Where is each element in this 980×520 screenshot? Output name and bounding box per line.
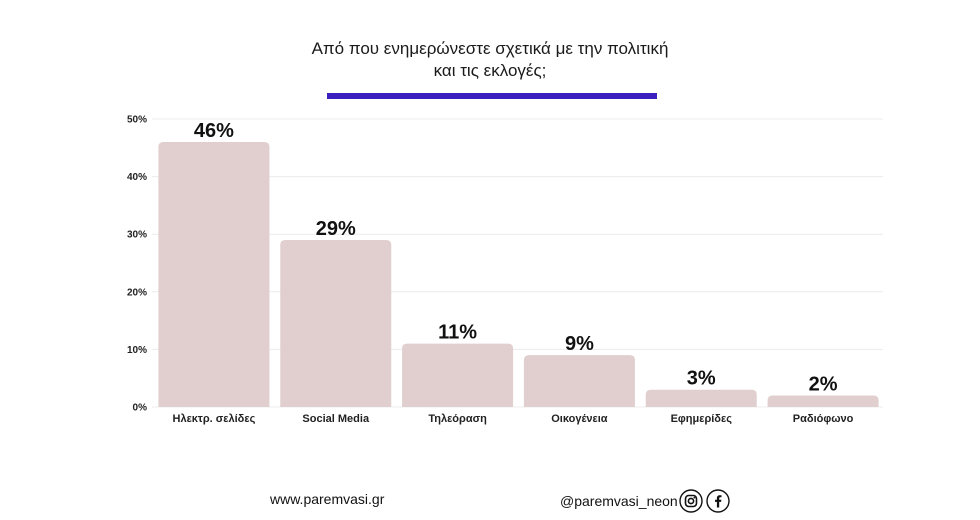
- y-tick-label: 50%: [127, 115, 147, 126]
- data-label: 3%: [687, 368, 716, 390]
- bar: [645, 389, 757, 407]
- bar: [280, 239, 392, 407]
- y-tick-label: 0%: [133, 403, 148, 414]
- website-link[interactable]: www.paremvasi.gr: [270, 491, 385, 507]
- bar: [767, 395, 879, 407]
- y-tick-label: 40%: [127, 172, 147, 183]
- x-tick-label: Ραδιόφωνο: [793, 413, 854, 425]
- data-label: 29%: [316, 218, 356, 240]
- chart-title-line-2: και τις εκλογές;: [433, 61, 547, 80]
- data-label: 46%: [194, 120, 234, 142]
- y-tick-label: 20%: [127, 287, 147, 298]
- x-tick-label: Τηλεόραση: [428, 413, 487, 425]
- title-underline: [327, 93, 657, 99]
- bar: [402, 343, 514, 407]
- instagram-icon[interactable]: [679, 489, 703, 513]
- x-tick-label: Ηλεκτρ. σελίδες: [173, 413, 256, 425]
- y-tick-label: 10%: [127, 345, 147, 356]
- facebook-icon[interactable]: [706, 489, 730, 513]
- data-label: 9%: [565, 333, 594, 355]
- social-handle[interactable]: @paremvasi_neon: [560, 493, 678, 509]
- data-label: 2%: [809, 373, 838, 395]
- bar: [158, 142, 270, 408]
- x-tick-label: Οικογένεια: [551, 413, 608, 425]
- x-tick-label: Social Media: [302, 413, 370, 425]
- chart-title-line-1: Από που ενημερώνεστε σχετικά με την πολι…: [311, 39, 669, 58]
- chart-title: Από που ενημερώνεστε σχετικά με την πολι…: [240, 38, 740, 82]
- data-label: 11%: [438, 322, 477, 344]
- x-tick-label: Εφημερίδες: [671, 413, 733, 425]
- bar: [523, 355, 635, 407]
- y-tick-label: 30%: [127, 230, 147, 241]
